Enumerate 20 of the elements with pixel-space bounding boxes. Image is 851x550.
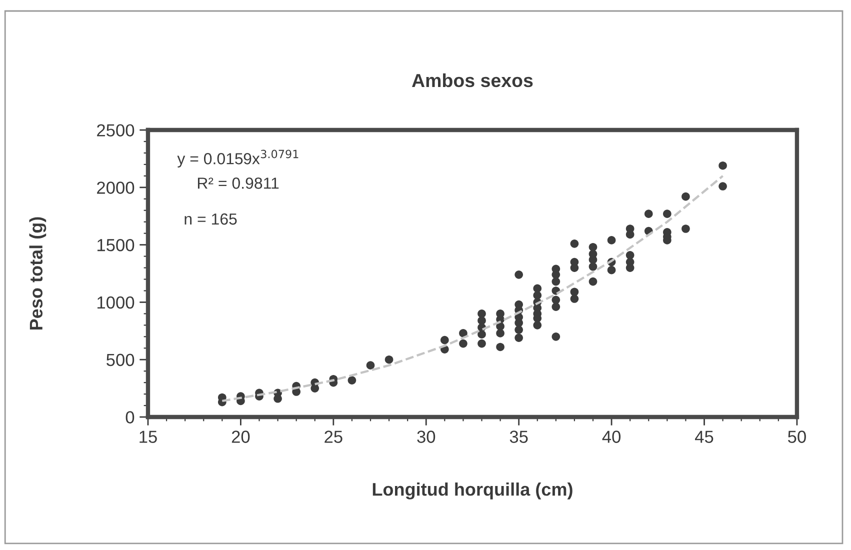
y-tick-label: 1500 [98,238,134,252]
x-tick-label: 20 [232,430,250,443]
x-tick-label: 30 [417,430,436,443]
y-tick-label: 2500 [97,124,134,136]
x-tick-label: 40 [602,430,621,443]
y-axis-title: Peso total (g) [29,217,46,330]
annotation: R² = 0.9811 [198,178,279,189]
y-tick-label: 0 [126,411,134,424]
x-tick-label: 45 [694,430,714,443]
y-tick-label: 500 [106,354,134,366]
annotation: n = 165 [184,213,237,225]
annotation: y = 0.0159x$^{3.0791}$ [177,150,298,168]
y-tick-label: 2000 [97,182,134,194]
x-tick-label: 35 [510,430,528,443]
chart-title: Ambos sexos [412,73,533,88]
x-tick-label: 25 [324,430,342,443]
x-tick-label: 15 [140,430,157,443]
y-tick-label: 1000 [98,296,134,309]
x-axis-title: Longitud horquilla (cm) [372,482,572,500]
x-tick-label: 50 [788,430,806,443]
